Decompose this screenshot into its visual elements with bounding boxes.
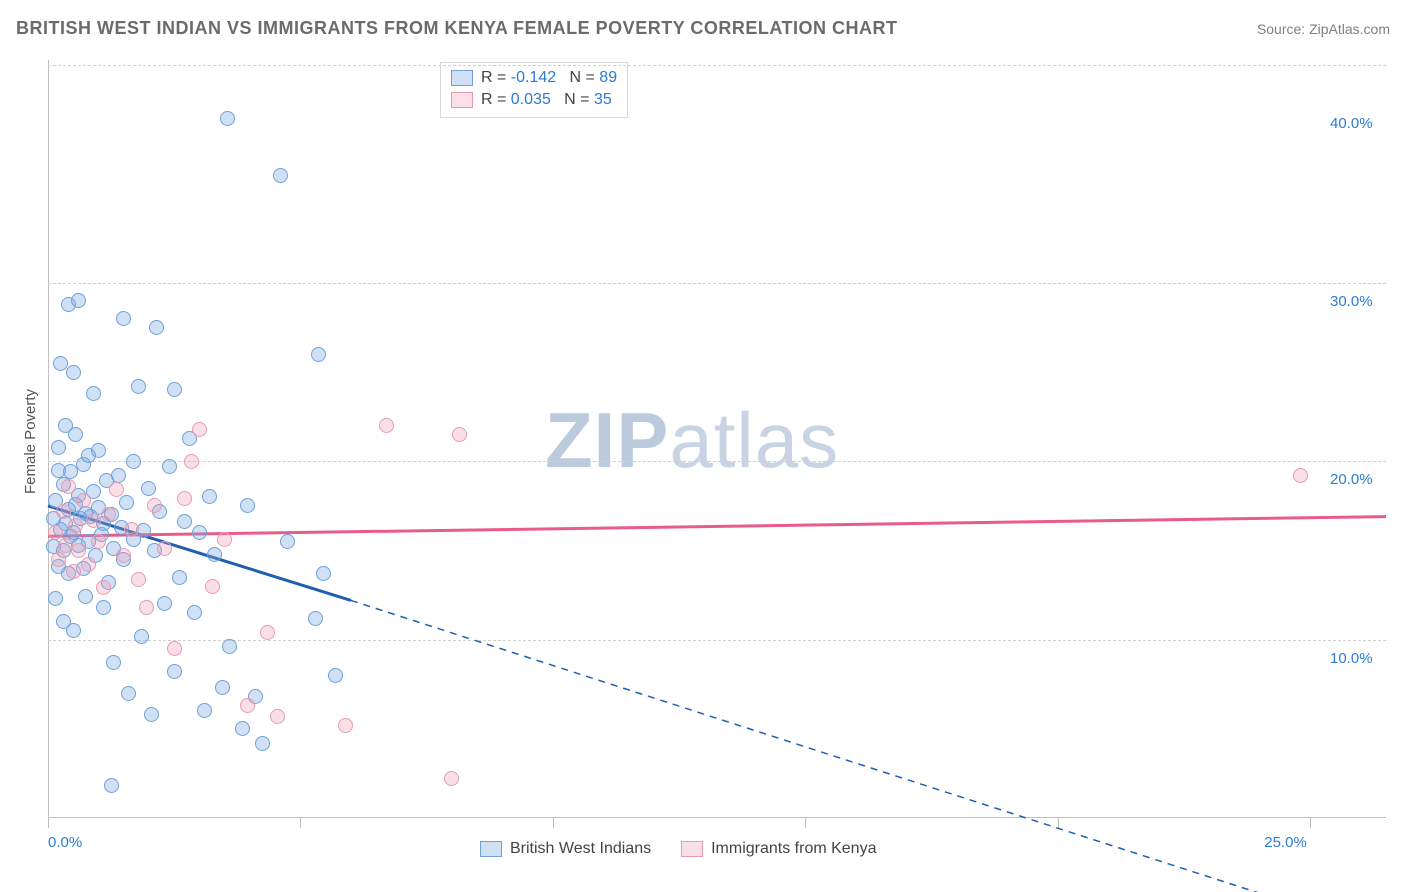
data-point-bwi <box>66 623 81 638</box>
data-point-kenya <box>76 493 91 508</box>
data-point-bwi <box>311 347 326 362</box>
x-tick-label: 0.0% <box>48 834 82 851</box>
data-point-bwi <box>255 736 270 751</box>
data-point-bwi <box>162 459 177 474</box>
data-point-bwi <box>308 611 323 626</box>
source-value: ZipAtlas.com <box>1309 21 1390 37</box>
data-point-kenya <box>379 418 394 433</box>
data-point-bwi <box>91 443 106 458</box>
x-tick-label: 25.0% <box>1264 834 1307 851</box>
data-point-bwi <box>167 664 182 679</box>
data-point-bwi <box>215 680 230 695</box>
data-point-kenya <box>205 579 220 594</box>
y-axis-label: Female Poverty <box>22 389 39 494</box>
data-point-kenya <box>61 479 76 494</box>
legend-label-bwi: British West Indians <box>510 840 651 858</box>
data-point-bwi <box>328 668 343 683</box>
data-point-kenya <box>157 541 172 556</box>
data-point-kenya <box>167 641 182 656</box>
data-point-bwi <box>192 525 207 540</box>
data-point-bwi <box>207 547 222 562</box>
regression-line-kenya <box>48 517 1386 537</box>
data-point-kenya <box>131 572 146 587</box>
data-point-bwi <box>141 481 156 496</box>
data-point-kenya <box>177 491 192 506</box>
data-point-bwi <box>144 707 159 722</box>
data-point-bwi <box>71 293 86 308</box>
source-label: Source: <box>1257 21 1305 37</box>
data-point-kenya <box>91 534 106 549</box>
x-tick <box>48 818 49 828</box>
chart-title: BRITISH WEST INDIAN VS IMMIGRANTS FROM K… <box>16 18 898 39</box>
x-tick <box>553 818 554 828</box>
data-point-bwi <box>149 320 164 335</box>
data-point-kenya <box>71 543 86 558</box>
data-point-kenya <box>452 427 467 442</box>
x-tick <box>1310 818 1311 828</box>
swatch-bwi <box>480 841 502 857</box>
data-point-bwi <box>51 440 66 455</box>
data-point-bwi <box>134 629 149 644</box>
data-point-bwi <box>66 365 81 380</box>
data-point-kenya <box>86 513 101 528</box>
data-point-kenya <box>109 482 124 497</box>
x-tick <box>1058 818 1059 828</box>
data-point-kenya <box>1293 468 1308 483</box>
source-attribution: Source: ZipAtlas.com <box>1257 21 1390 37</box>
series-legend: British West Indians Immigrants from Keny… <box>480 840 876 858</box>
data-point-kenya <box>192 422 207 437</box>
legend-item-kenya: Immigrants from Kenya <box>681 840 876 858</box>
x-tick <box>805 818 806 828</box>
data-point-bwi <box>119 495 134 510</box>
swatch-kenya <box>681 841 703 857</box>
data-point-kenya <box>139 600 154 615</box>
data-point-bwi <box>86 386 101 401</box>
data-point-kenya <box>147 498 162 513</box>
data-point-bwi_extra <box>220 111 235 126</box>
data-point-kenya <box>240 698 255 713</box>
data-point-bwi <box>104 778 119 793</box>
data-point-kenya <box>51 552 66 567</box>
data-point-kenya <box>56 504 71 519</box>
legend-item-bwi: British West Indians <box>480 840 651 858</box>
data-point-bwi <box>316 566 331 581</box>
x-tick <box>300 818 301 828</box>
data-point-bwi <box>96 600 111 615</box>
data-point-kenya <box>270 709 285 724</box>
legend-label-kenya: Immigrants from Kenya <box>711 840 876 858</box>
data-point-bwi <box>121 686 136 701</box>
data-point-kenya <box>124 522 139 537</box>
data-point-bwi <box>172 570 187 585</box>
